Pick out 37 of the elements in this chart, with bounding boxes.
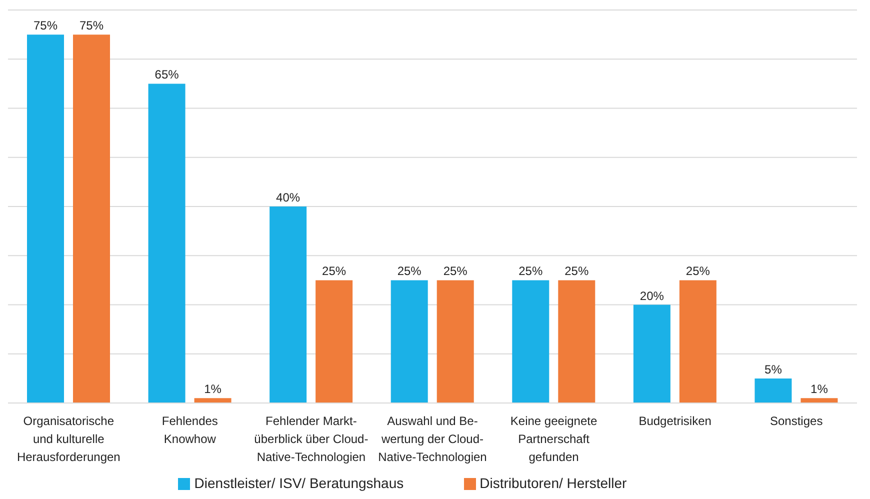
bar xyxy=(73,34,110,403)
data-label: 25% xyxy=(443,264,468,278)
data-label: 25% xyxy=(564,264,589,278)
x-tick-label: Fehlender Markt- überblick über Cloud- Native-Technologien xyxy=(254,414,368,464)
x-tick-label: Sonstiges xyxy=(770,414,823,428)
data-label: 65% xyxy=(154,68,180,82)
bar xyxy=(390,280,428,403)
bar xyxy=(270,206,307,403)
data-label: 1% xyxy=(204,382,222,396)
data-label: 1% xyxy=(810,382,828,396)
data-label: 20% xyxy=(640,288,664,303)
bar xyxy=(316,280,353,403)
bar xyxy=(512,280,550,403)
data-label: 25% xyxy=(397,264,422,278)
bar xyxy=(436,280,474,403)
bar xyxy=(679,280,716,403)
data-label: 75% xyxy=(33,18,58,33)
x-tick-label: Fehlendes Knowhow xyxy=(162,414,218,446)
x-tick-label: Keine geeignete Partnerschaft gefunden xyxy=(510,414,598,464)
data-label: 25% xyxy=(322,264,346,278)
bar xyxy=(194,398,232,403)
data-label: 25% xyxy=(686,264,710,278)
x-tick-label: Organisatorische und kulturelle Herausforderungen xyxy=(16,414,120,464)
data-label: 40% xyxy=(276,190,300,204)
legend-label: Dienstleister/ ISV/ Beratungshaus xyxy=(194,475,404,491)
bar xyxy=(148,84,186,403)
x-tick-label: Budgetrisiken xyxy=(638,414,712,428)
bar xyxy=(558,280,596,403)
data-label: 5% xyxy=(764,362,782,376)
legend-label: Distributoren/ Hersteller xyxy=(480,475,627,491)
bar xyxy=(800,398,838,403)
data-label: 25% xyxy=(518,264,543,278)
bar xyxy=(633,304,670,403)
data-label: 75% xyxy=(79,18,104,33)
x-tick-label: Auswahl und Be- wertung der Cloud- Native-Technologien xyxy=(378,414,487,464)
bar xyxy=(27,34,64,403)
bar xyxy=(754,378,792,403)
